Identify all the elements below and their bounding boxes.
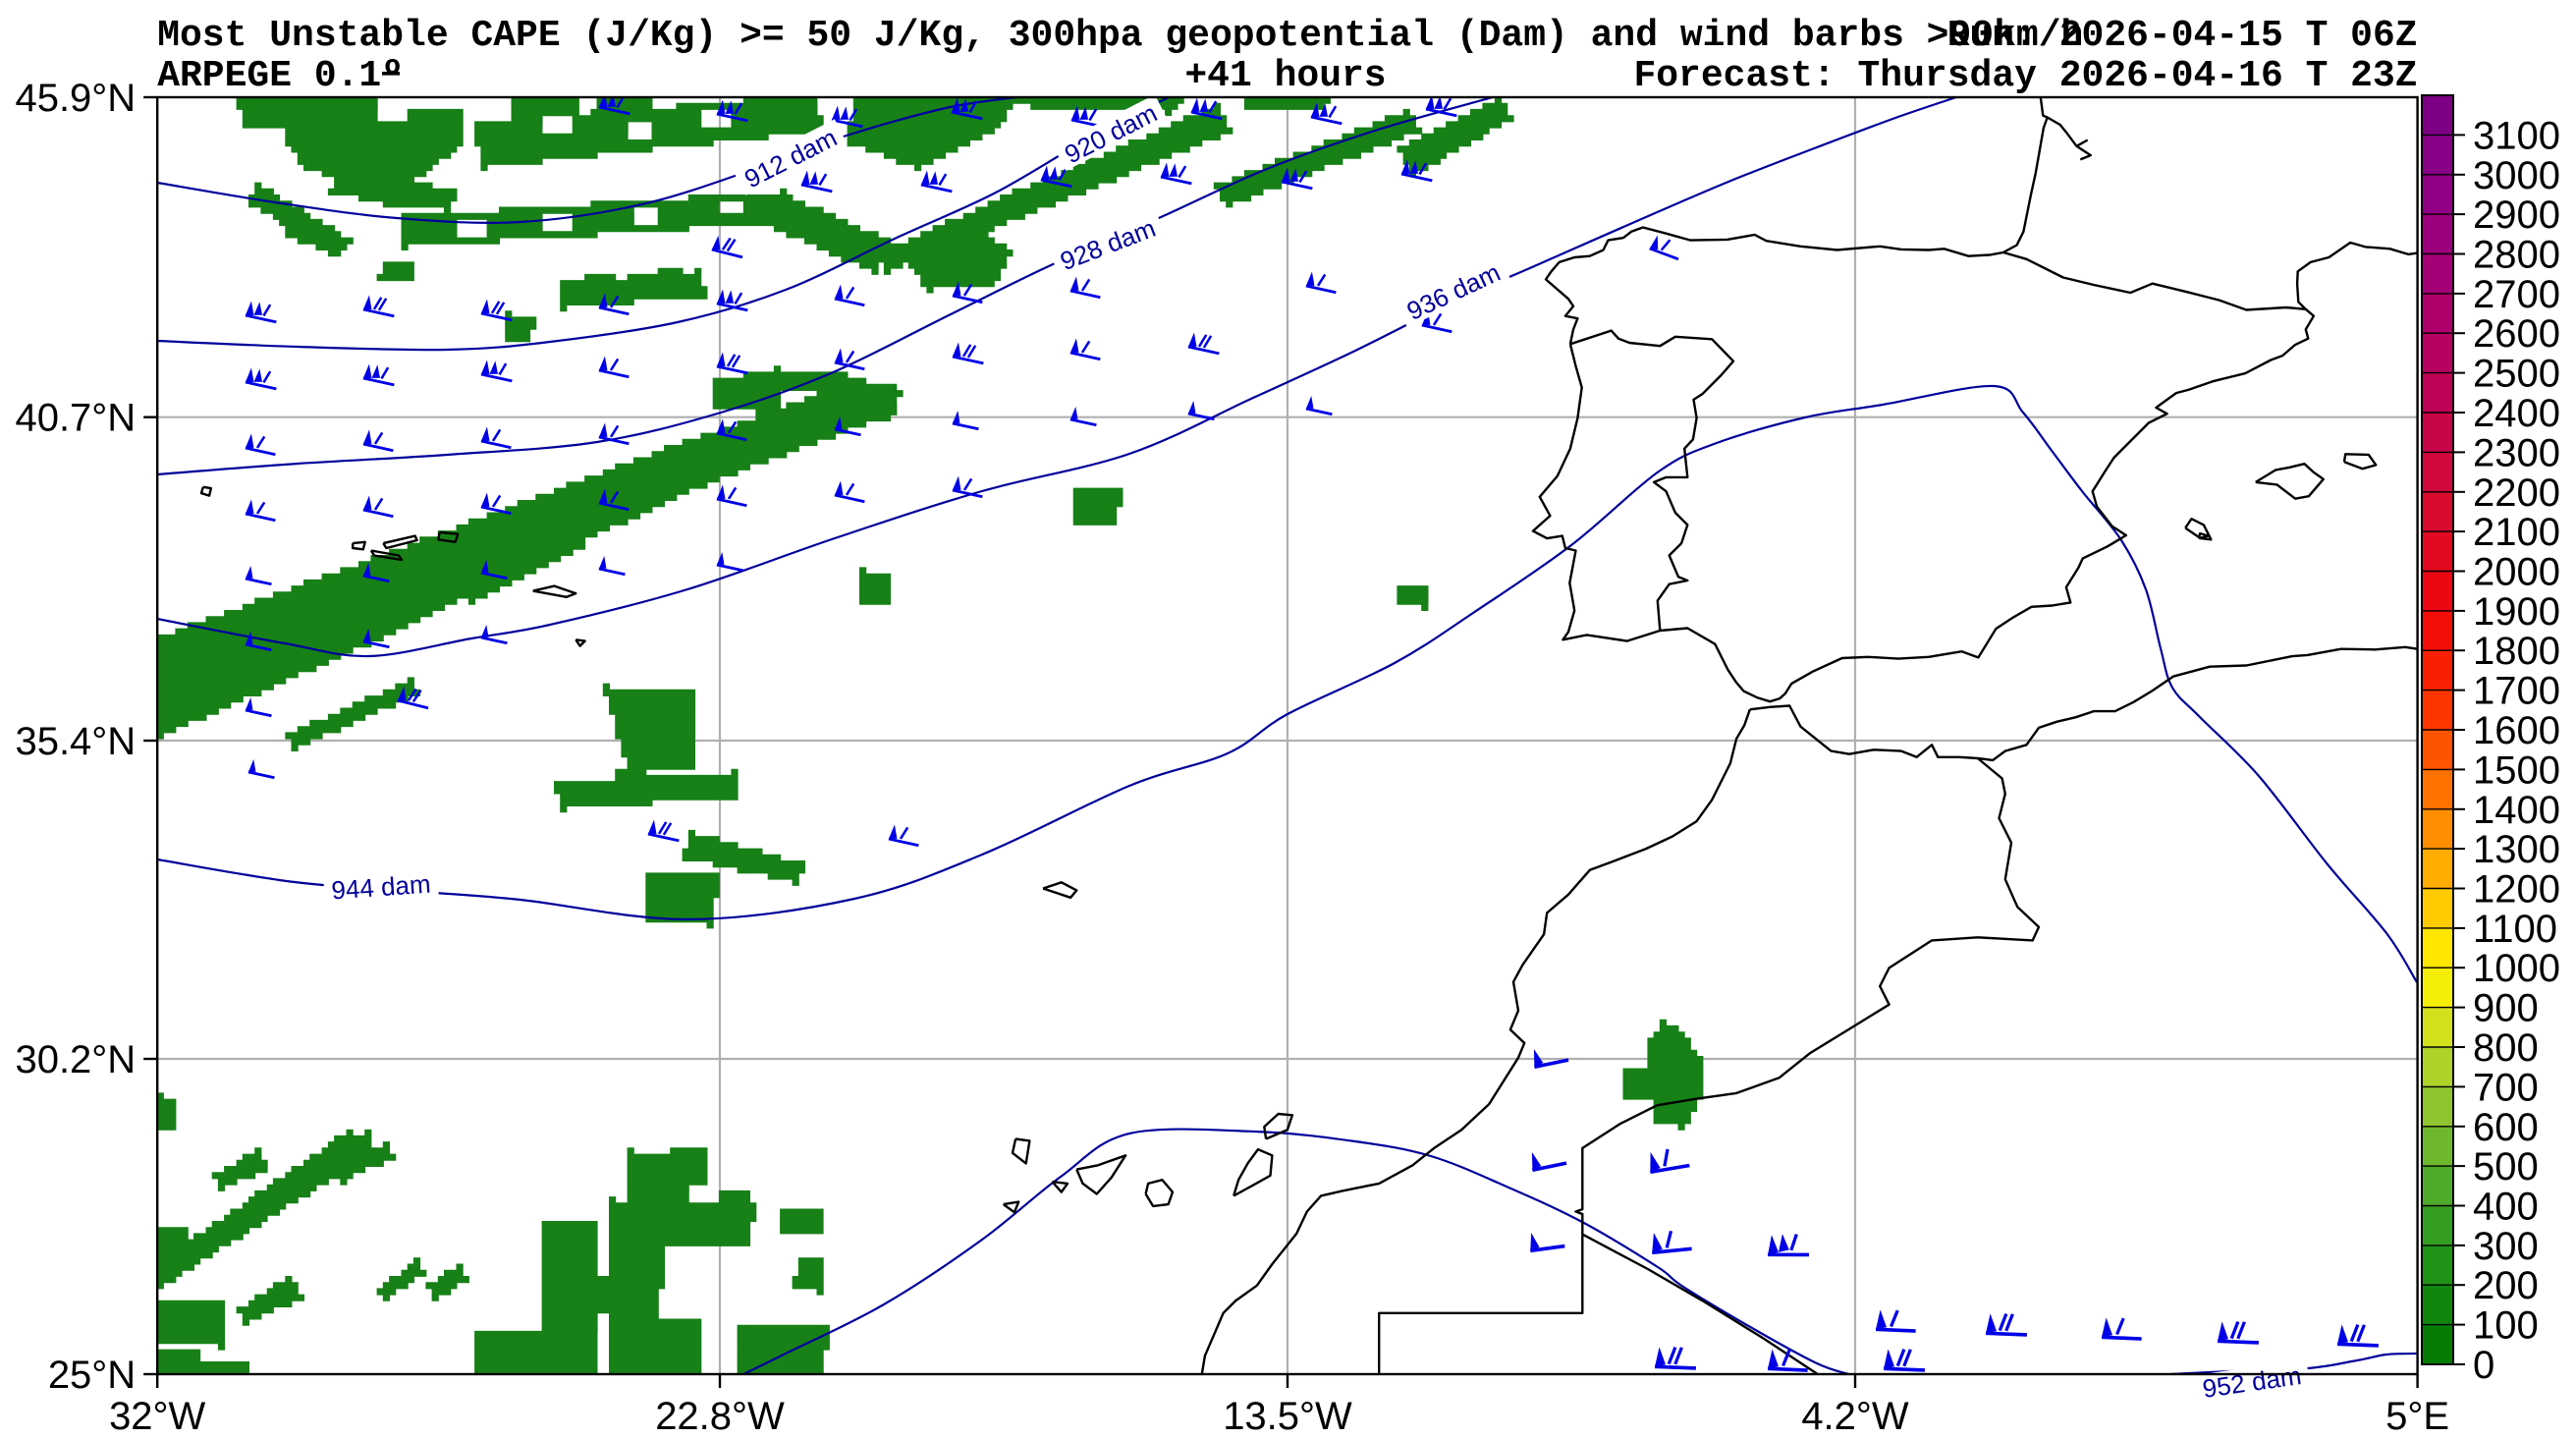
- svg-text:0: 0: [2473, 1344, 2494, 1387]
- svg-text:2400: 2400: [2473, 392, 2560, 435]
- svg-text:100: 100: [2473, 1304, 2539, 1348]
- svg-text:1200: 1200: [2473, 868, 2560, 912]
- svg-text:600: 600: [2473, 1106, 2539, 1149]
- svg-text:22.8°W: 22.8°W: [655, 1395, 785, 1438]
- svg-text:2800: 2800: [2473, 234, 2560, 277]
- svg-text:3100: 3100: [2473, 114, 2560, 157]
- svg-text:300: 300: [2473, 1225, 2539, 1268]
- svg-text:13.5°W: 13.5°W: [1223, 1395, 1352, 1438]
- svg-text:1400: 1400: [2473, 789, 2560, 832]
- svg-text:+41 hours: +41 hours: [1184, 55, 1386, 97]
- svg-text:900: 900: [2473, 987, 2539, 1030]
- svg-text:Most Unstable CAPE (J/Kg) >= 5: Most Unstable CAPE (J/Kg) >= 50 J/Kg, 30…: [157, 15, 2083, 57]
- svg-text:800: 800: [2473, 1026, 2539, 1070]
- svg-text:1300: 1300: [2473, 828, 2560, 871]
- svg-text:ARPEGE 0.1º: ARPEGE 0.1º: [157, 55, 404, 97]
- svg-text:1800: 1800: [2473, 630, 2560, 673]
- svg-text:2100: 2100: [2473, 511, 2560, 554]
- svg-text:1700: 1700: [2473, 670, 2560, 713]
- svg-text:2000: 2000: [2473, 551, 2560, 594]
- svg-text:30.2°N: 30.2°N: [15, 1038, 136, 1081]
- svg-text:Forecast: Thursday 2026-04-16: Forecast: Thursday 2026-04-16 T 23Z: [1633, 55, 2417, 97]
- svg-text:40.7°N: 40.7°N: [15, 397, 136, 440]
- svg-text:200: 200: [2473, 1264, 2539, 1307]
- svg-text:400: 400: [2473, 1186, 2539, 1229]
- svg-text:45.9°N: 45.9°N: [15, 77, 136, 120]
- svg-text:700: 700: [2473, 1066, 2539, 1109]
- svg-text:1900: 1900: [2473, 590, 2560, 634]
- svg-text:32°W: 32°W: [109, 1395, 205, 1438]
- svg-text:3000: 3000: [2473, 154, 2560, 197]
- svg-text:2200: 2200: [2473, 471, 2560, 515]
- svg-text:2700: 2700: [2473, 273, 2560, 316]
- svg-text:2500: 2500: [2473, 353, 2560, 396]
- svg-text:25°N: 25°N: [48, 1354, 136, 1397]
- svg-text:4.2°W: 4.2°W: [1801, 1395, 1909, 1438]
- svg-text:1500: 1500: [2473, 748, 2560, 792]
- svg-text:2900: 2900: [2473, 194, 2560, 237]
- svg-text:1100: 1100: [2473, 908, 2557, 951]
- svg-text:1600: 1600: [2473, 709, 2560, 752]
- svg-text:2300: 2300: [2473, 431, 2560, 474]
- svg-text:1000: 1000: [2473, 947, 2560, 990]
- svg-text:Run: 2026-04-15 T 06Z: Run: 2026-04-15 T 06Z: [1947, 15, 2418, 57]
- svg-text:500: 500: [2473, 1145, 2539, 1189]
- svg-text:5°E: 5°E: [2385, 1395, 2449, 1438]
- svg-text:35.4°N: 35.4°N: [15, 720, 136, 763]
- svg-text:944 dam: 944 dam: [330, 869, 431, 906]
- svg-text:2600: 2600: [2473, 312, 2560, 356]
